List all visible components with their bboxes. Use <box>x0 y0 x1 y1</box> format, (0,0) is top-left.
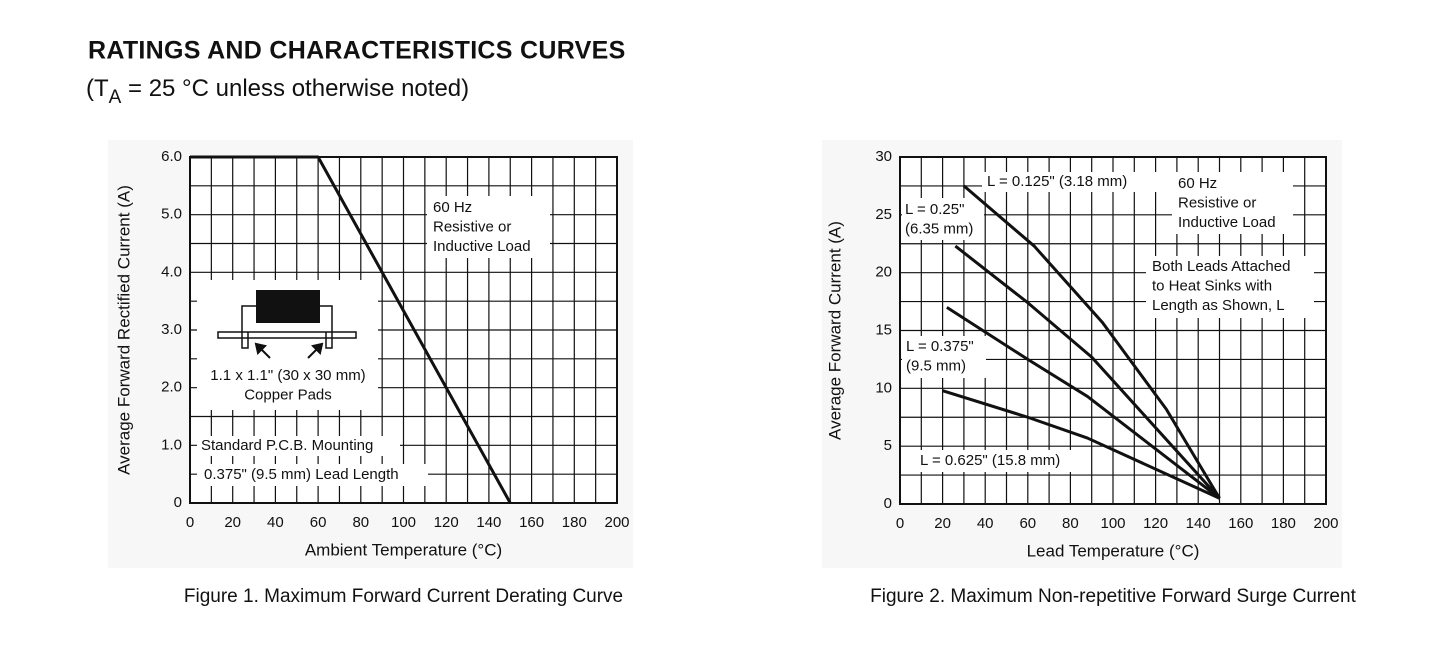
label-background <box>902 336 986 378</box>
annotation: Resistive or <box>433 218 511 235</box>
y-tick-label: 30 <box>875 148 892 165</box>
x-tick-label: 80 <box>1062 515 1079 532</box>
y-tick-label: 5 <box>884 437 892 454</box>
y-tick-label: 15 <box>875 321 892 338</box>
plot-border <box>189 156 618 504</box>
diode-lead <box>241 305 256 349</box>
subtitle-text: = 25 °C unless otherwise noted) <box>121 75 469 102</box>
label-background <box>982 172 1172 192</box>
label-background <box>1172 172 1293 234</box>
series-label: L = 0.125" (3.18 mm) <box>987 173 1127 190</box>
annotation: Resistive or <box>1178 194 1256 211</box>
page-title: RATINGS AND CHARACTERISTICS CURVES <box>88 37 626 65</box>
x-tick-label: 200 <box>604 514 629 531</box>
x-tick-label: 180 <box>1271 515 1296 532</box>
y-tick-label: 3.0 <box>161 321 182 338</box>
x-tick-label: 140 <box>476 514 501 531</box>
data-line <box>942 389 1221 500</box>
x-tick-label: 180 <box>562 514 587 531</box>
x-tick-label: 140 <box>1186 515 1211 532</box>
y-tick-label: 2.0 <box>161 379 182 396</box>
x-tick-label: 0 <box>186 514 194 531</box>
figure-caption: Figure 1. Maximum Forward Current Derati… <box>184 586 623 607</box>
pad-board <box>217 331 357 339</box>
y-tick-label: 0 <box>884 495 892 512</box>
x-tick-label: 120 <box>1143 515 1168 532</box>
series-label: L = 0.625" (15.8 mm) <box>920 452 1060 469</box>
data-line <box>962 184 1221 499</box>
annotation: to Heat Sinks with <box>1152 277 1272 294</box>
data-line <box>954 244 1221 500</box>
label-background <box>1146 256 1314 318</box>
label-background <box>902 198 984 240</box>
y-axis-label: Average Forward Rectified Current (A) <box>114 185 133 475</box>
x-tick-label: 200 <box>1313 515 1338 532</box>
y-tick-label: 1.0 <box>161 436 182 453</box>
figure-caption: Figure 2. Maximum Non-repetitive Forward… <box>870 586 1356 607</box>
annotation: Inductive Load <box>433 238 531 255</box>
data-line <box>946 306 1221 500</box>
y-tick-label: 25 <box>875 206 892 223</box>
annotation: Standard P.C.B. Mounting <box>201 437 373 454</box>
x-tick-label: 160 <box>1228 515 1253 532</box>
annotation: Copper Pads <box>244 386 332 403</box>
diode-body <box>256 290 320 323</box>
x-tick-label: 40 <box>977 515 994 532</box>
chart: 0 20 40 60 80 100 120 140 160 180 200 0 5 10 15 20 25 30 L… <box>825 148 1356 607</box>
annotation: 0.375" (9.5 mm) Lead Length <box>204 466 399 483</box>
label-background <box>197 436 400 456</box>
subtitle-text: (T <box>86 75 109 102</box>
x-tick-label: 20 <box>224 514 241 531</box>
series-label: (9.5 mm) <box>906 357 966 374</box>
x-tick-label: 20 <box>934 515 951 532</box>
y-axis-label: Average Forward Current (A) <box>825 221 844 440</box>
y-tick-label: 20 <box>875 264 892 281</box>
arrow <box>307 342 324 359</box>
x-tick-label: 100 <box>391 514 416 531</box>
label-background <box>915 450 1088 472</box>
chart: 0 20 40 60 80 100 120 140 160 180 200 0 1.0 2.0 3.0 4.0… <box>114 148 629 607</box>
x-axis-label: Ambient Temperature (°C) <box>305 540 502 559</box>
arrow <box>254 342 271 359</box>
x-tick-label: 40 <box>267 514 284 531</box>
series-label: L = 0.25" <box>905 201 964 218</box>
y-tick-label: 10 <box>875 379 892 396</box>
page-subtitle: (TA = 25 °C unless otherwise noted) <box>86 75 469 108</box>
annotation: Length as Shown, L <box>1152 297 1285 314</box>
series-label: L = 0.375" <box>906 338 974 355</box>
x-tick-label: 60 <box>1019 515 1036 532</box>
plot-border <box>899 156 1327 505</box>
y-tick-label: 5.0 <box>161 206 182 223</box>
x-tick-label: 0 <box>896 515 904 532</box>
x-tick-label: 100 <box>1100 515 1125 532</box>
subtitle-subscript: A <box>109 87 122 108</box>
series-label: (6.35 mm) <box>905 220 973 237</box>
label-background <box>427 196 550 258</box>
label-background <box>197 464 428 486</box>
annotation: 1.1 x 1.1" (30 x 30 mm) <box>210 367 365 384</box>
y-tick-label: 6.0 <box>161 148 182 165</box>
x-tick-label: 160 <box>519 514 544 531</box>
y-tick-label: 4.0 <box>161 263 182 280</box>
x-tick-label: 80 <box>352 514 369 531</box>
x-tick-label: 120 <box>434 514 459 531</box>
annotation: Both Leads Attached <box>1152 258 1290 275</box>
diode-lead <box>320 305 333 349</box>
annotation: Inductive Load <box>1178 214 1276 231</box>
x-tick-label: 60 <box>310 514 327 531</box>
annotation: 60 Hz <box>433 199 472 216</box>
y-tick-label: 0 <box>174 494 182 511</box>
x-axis-label: Lead Temperature (°C) <box>1027 541 1200 560</box>
annotation: 60 Hz <box>1178 175 1217 192</box>
